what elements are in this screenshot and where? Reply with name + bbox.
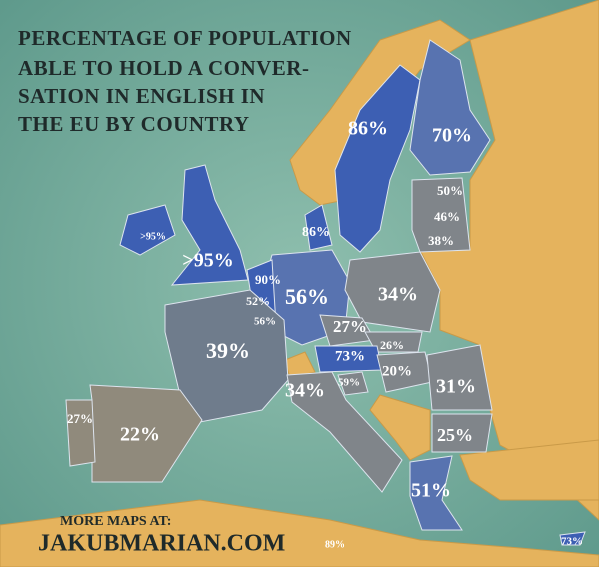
title-line: ABLE TO HOLD A CONVER-	[18, 56, 309, 80]
title: PERCENTAGE OF POPULATION ABLE TO HOLD A C…	[18, 26, 352, 136]
country-value: 25%	[437, 425, 473, 445]
country-value: 52%	[246, 294, 270, 308]
country-value: 89%	[325, 539, 345, 550]
title-line: SATION IN ENGLISH IN	[18, 84, 265, 108]
country-value: 86%	[348, 118, 388, 140]
country-value: 22%	[120, 424, 160, 446]
country-value: 27%	[67, 411, 93, 426]
footer-site: JAKUBMARIAN.COM	[38, 531, 285, 557]
country-value: >95%	[140, 231, 166, 242]
country-value: 50%	[437, 183, 463, 198]
country-value: 56%	[285, 284, 329, 309]
country-value: 39%	[206, 338, 250, 363]
country-value: 70%	[432, 125, 472, 147]
country-value: 59%	[338, 377, 360, 389]
country-value: 34%	[378, 284, 418, 306]
country-value: 86%	[302, 225, 330, 240]
country-value: 27%	[333, 317, 367, 336]
country-value: 20%	[382, 363, 412, 379]
country-value: 73%	[335, 348, 365, 364]
title-line: THE EU BY COUNTRY	[18, 112, 250, 136]
country-value: 26%	[380, 338, 404, 352]
title-line: PERCENTAGE OF POPULATION	[18, 26, 352, 50]
country-value: 31%	[436, 376, 476, 398]
country-value: 90%	[255, 272, 281, 287]
footer-prompt: MORE MAPS AT:	[60, 514, 171, 529]
country-value: 46%	[434, 209, 460, 224]
country-value: 73%	[561, 536, 583, 548]
country-value: 51%	[411, 480, 451, 502]
country-value: 56%	[254, 316, 276, 328]
value-labels: 86% 70% 50% 46% 38% >95% 86% >95% 90% 52% 56% 56% 34…	[67, 118, 583, 551]
eu-countries	[65, 39, 586, 546]
country-value: 38%	[428, 233, 454, 248]
country-value: 34%	[285, 380, 325, 402]
country-value: >95%	[182, 250, 233, 272]
